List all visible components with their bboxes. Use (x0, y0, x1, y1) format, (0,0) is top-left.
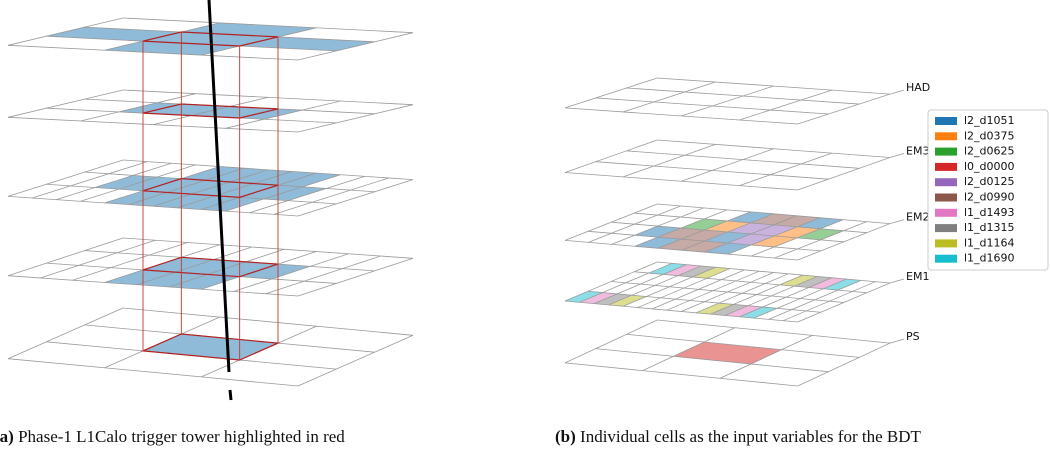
legend-label: l2_d0125 (964, 175, 1015, 188)
layer-label: HAD (906, 81, 930, 94)
legend-label: l2_d1051 (964, 114, 1015, 127)
layer-label: EM1 (906, 270, 929, 283)
legend-swatch (935, 132, 957, 140)
legend-swatch (935, 194, 957, 202)
layer-label: EM2 (906, 211, 929, 224)
legend-label: l2_d0625 (964, 145, 1015, 158)
legend-swatch (935, 178, 957, 186)
leader-line (890, 154, 904, 158)
legend-label: l1_d1164 (964, 236, 1015, 249)
leader-line (890, 339, 904, 343)
caption-label: (a) (0, 427, 14, 446)
legend-swatch (935, 117, 957, 125)
legend-swatch (935, 224, 957, 232)
particle-track (230, 390, 231, 400)
caption-a: (a) Phase-1 L1Calo trigger tower highlig… (0, 427, 345, 447)
layer-label: EM3 (906, 145, 929, 158)
legend-swatch (935, 239, 957, 247)
legend-label: l2_d0990 (964, 191, 1015, 204)
leader-line (890, 279, 904, 283)
legend-label: l1_d1690 (964, 252, 1015, 265)
legend-swatch (935, 209, 957, 217)
legend-swatch (935, 255, 957, 263)
caption-b: (b) Individual cells as the input variab… (555, 427, 921, 447)
legend-label: l1_d1315 (964, 221, 1015, 234)
layer-label: PS (906, 330, 920, 343)
legend-label: l0_d0000 (964, 160, 1015, 173)
legend-swatch (935, 148, 957, 156)
legend-label: l2_d0375 (964, 129, 1015, 142)
legend-swatch (935, 163, 957, 171)
page: HAD EM3 EM2 EM1 PS l2_d1051 l2_d0375 l2_d0625 l0… (0, 0, 1051, 457)
legend-label: l1_d1493 (964, 206, 1015, 219)
figure: HAD EM3 EM2 EM1 PS l2_d1051 l2_d0375 l2_d0625 l0… (0, 0, 1051, 420)
caption-text: Individual cells as the input variables … (580, 427, 921, 446)
caption-text: Phase-1 L1Calo trigger tower highlighted… (18, 427, 345, 446)
leader-line (890, 90, 904, 94)
caption-label: (b) (555, 427, 576, 446)
leader-line (890, 220, 904, 224)
